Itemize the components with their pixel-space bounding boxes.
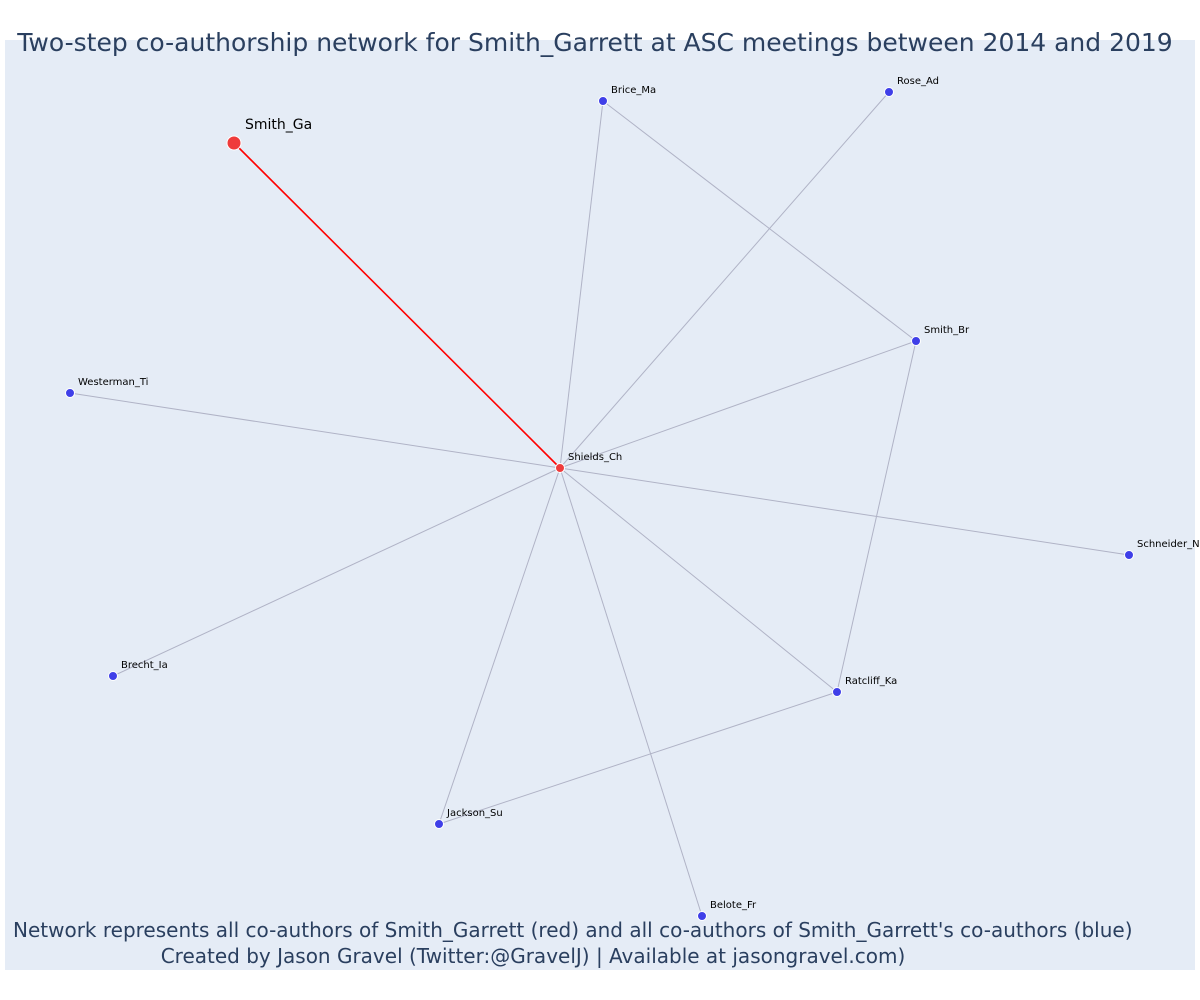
- node-label-Brecht_Ia: Brecht_Ia: [121, 660, 168, 671]
- edge-Ratcliff_Ka-Jackson_Su: [438, 691, 838, 825]
- node-Brecht_Ia[interactable]: [108, 671, 118, 681]
- edge-Shields_Ch-Schneider_N: [559, 467, 1130, 556]
- node-Smith_Br[interactable]: [911, 336, 921, 346]
- caption-line-2: Created by Jason Gravel (Twitter:@Gravel…: [160, 944, 906, 968]
- node-label-Ratcliff_Ka: Ratcliff_Ka: [845, 676, 897, 687]
- node-label-Schneider_N: Schneider_N: [1137, 539, 1200, 550]
- node-Schneider_N[interactable]: [1124, 550, 1134, 560]
- edge-Shields_Ch-Smith_Br: [559, 340, 917, 469]
- node-label-Rose_Ad: Rose_Ad: [897, 76, 939, 87]
- node-Shields_Ch[interactable]: [555, 463, 565, 473]
- node-Rose_Ad[interactable]: [884, 87, 894, 97]
- node-label-Jackson_Su: Jackson_Su: [446, 808, 503, 819]
- nodes-layer: [65, 87, 1134, 921]
- node-Jackson_Su[interactable]: [434, 819, 444, 829]
- node-Brice_Ma[interactable]: [598, 96, 608, 106]
- labels-layer: Smith_Ga Shields_Ch Brice_Ma Rose_Ad Smith_B…: [78, 76, 1200, 911]
- node-Westerman_Ti[interactable]: [65, 388, 75, 398]
- node-label-Brice_Ma: Brice_Ma: [611, 85, 656, 96]
- edges-layer: [69, 91, 1130, 917]
- node-Smith_Ga[interactable]: [226, 135, 242, 151]
- edge-Shields_Ch-Rose_Ad: [559, 91, 890, 469]
- edge-Shields_Ch-Jackson_Su: [438, 467, 561, 825]
- caption-line-1: Network represents all co-authors of Smi…: [13, 918, 1133, 942]
- node-Ratcliff_Ka[interactable]: [832, 687, 842, 697]
- chart-title: Two-step co-authorship network for Smith…: [17, 28, 1173, 57]
- edge-Shields_Ch-Westerman_Ti: [69, 392, 561, 469]
- edge-Smith_Ga-Shields_Ch: [233, 142, 561, 469]
- node-label-Smith_Br: Smith_Br: [924, 325, 970, 336]
- edge-Brice_Ma-Smith_Br: [602, 100, 917, 342]
- node-label-Westerman_Ti: Westerman_Ti: [78, 377, 148, 388]
- network-plot-area: [5, 40, 1195, 970]
- node-label-Smith_Ga: Smith_Ga: [245, 117, 312, 133]
- edge-Shields_Ch-Brecht_Ia: [112, 467, 561, 677]
- edge-Shields_Ch-Brice_Ma: [559, 100, 604, 469]
- edge-Shields_Ch-Belote_Fr: [559, 467, 703, 917]
- edge-Shields_Ch-Ratcliff_Ka: [559, 467, 838, 693]
- node-Belote_Fr[interactable]: [697, 911, 707, 921]
- node-label-Shields_Ch: Shields_Ch: [568, 452, 622, 463]
- node-label-Belote_Fr: Belote_Fr: [710, 900, 757, 911]
- edge-Smith_Br-Ratcliff_Ka: [836, 340, 917, 693]
